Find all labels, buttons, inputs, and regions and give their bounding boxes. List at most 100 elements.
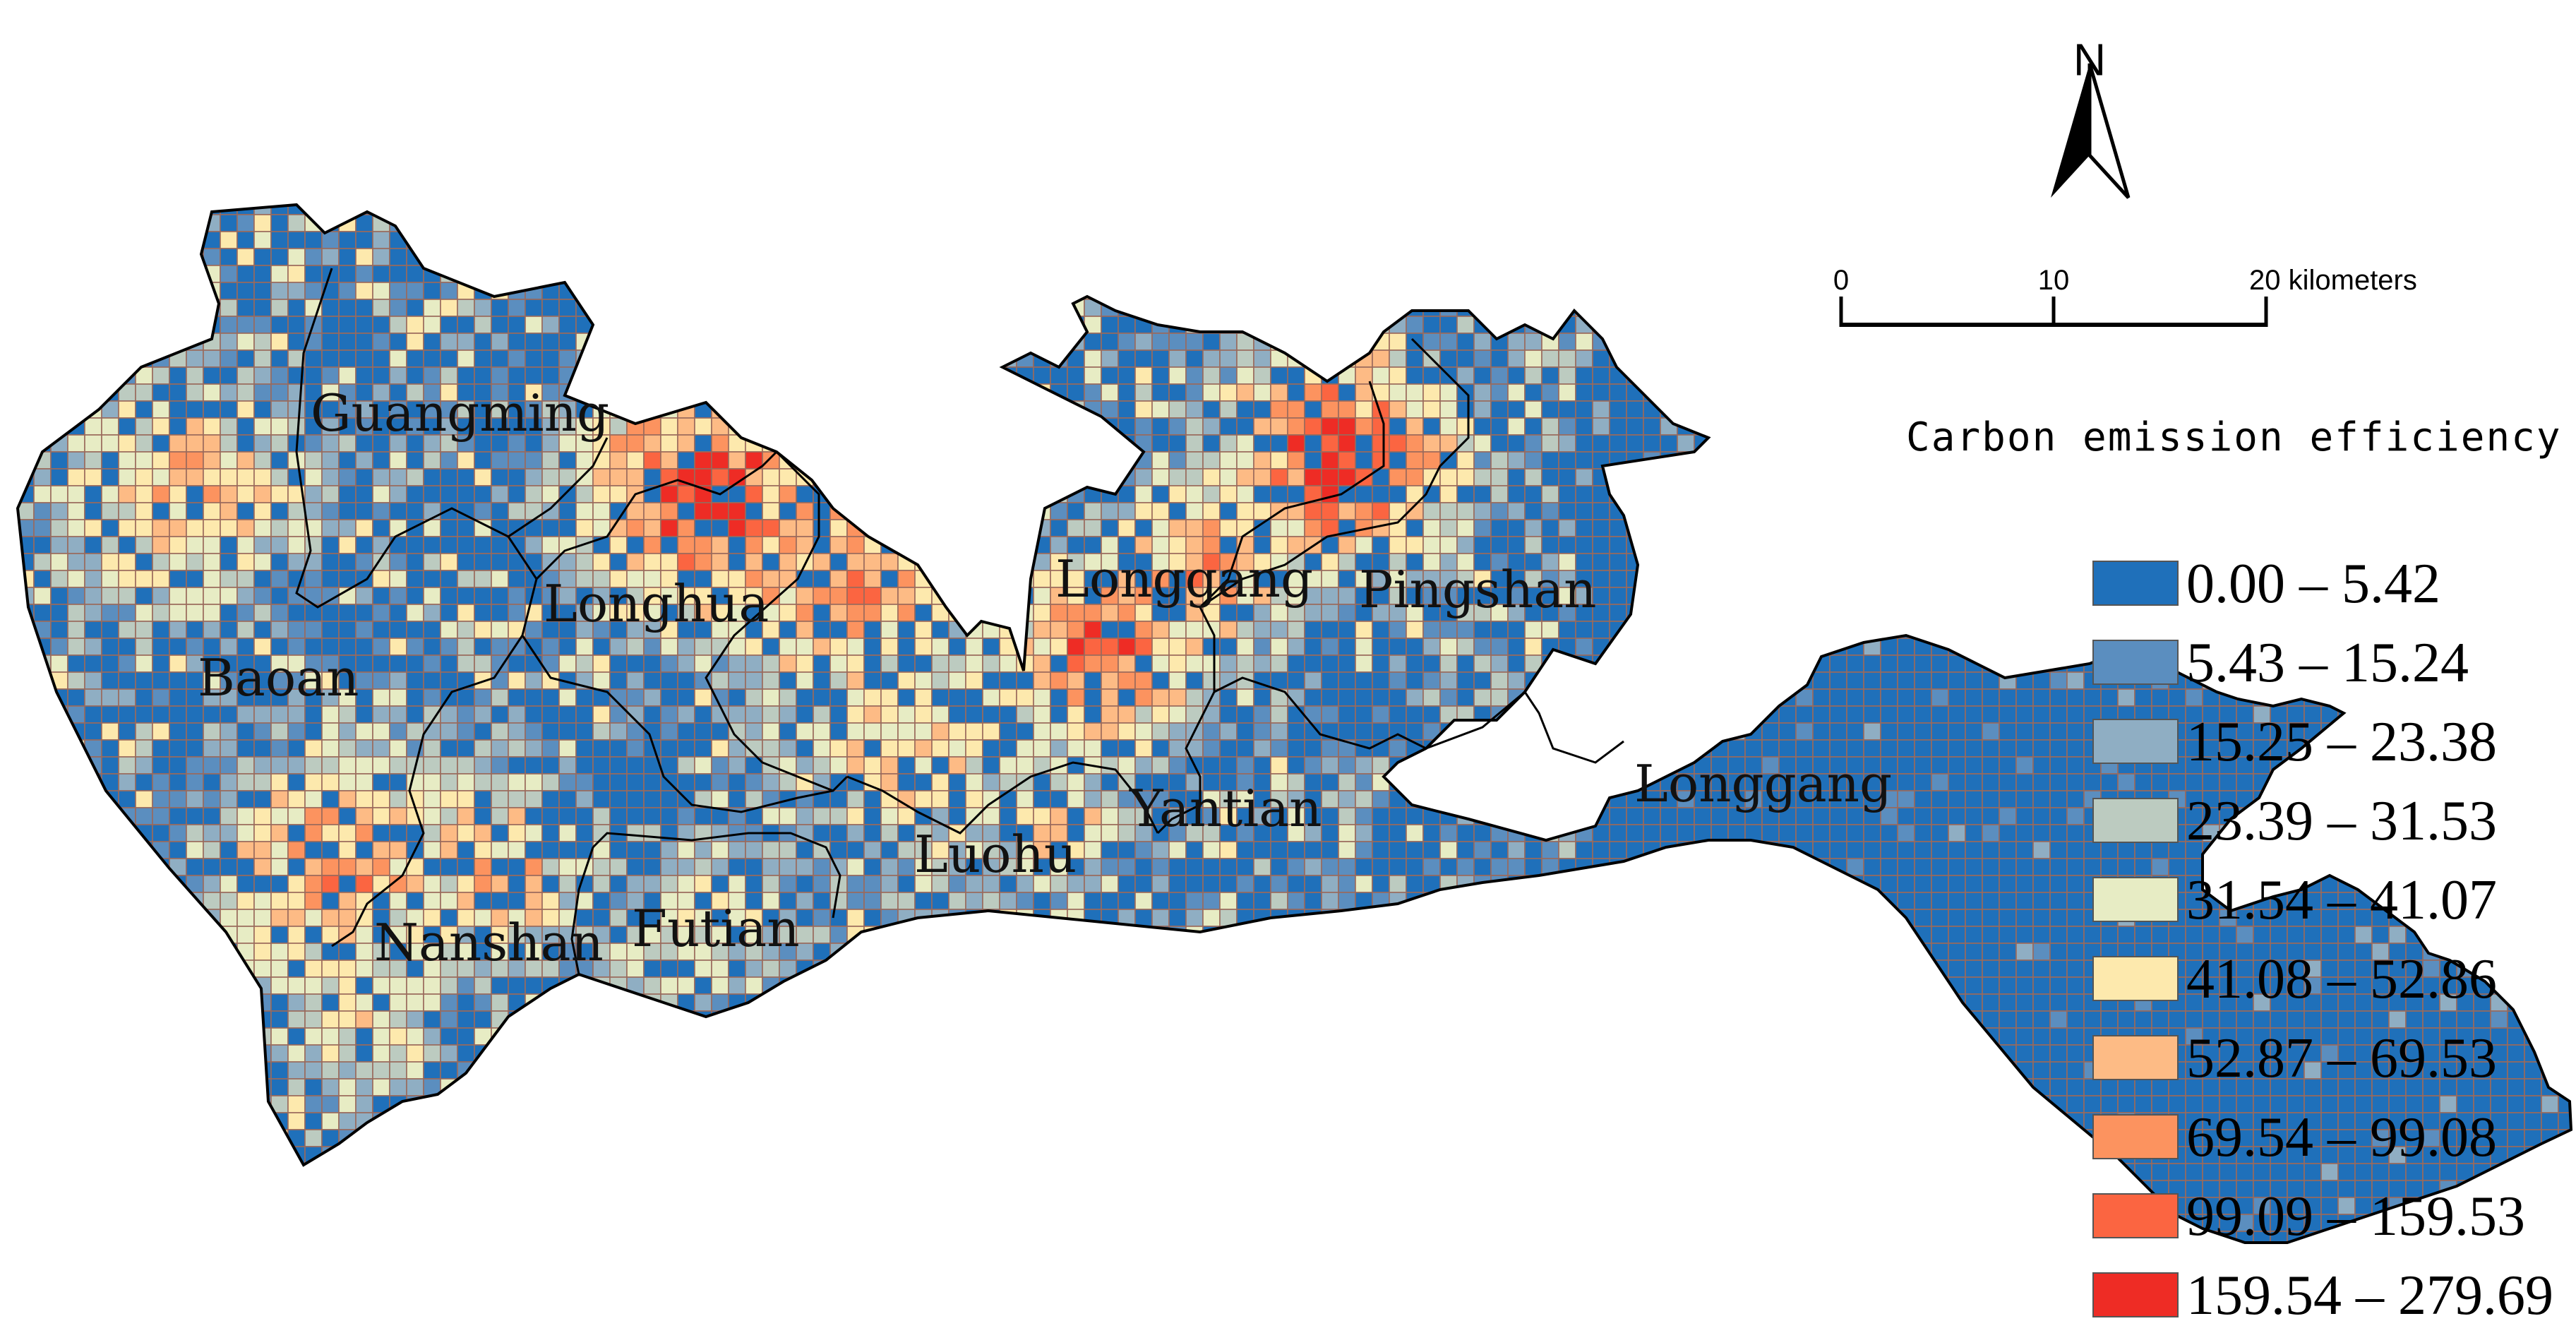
grid-cell bbox=[50, 451, 68, 470]
grid-cell bbox=[779, 468, 797, 486]
grid-cell bbox=[1524, 434, 1542, 453]
grid-cell bbox=[287, 282, 306, 300]
grid-cell bbox=[1490, 349, 1509, 368]
grid-cell bbox=[2066, 671, 2085, 690]
grid-cell bbox=[1948, 587, 1966, 605]
grid-cell bbox=[2049, 248, 2068, 266]
grid-cell bbox=[880, 282, 899, 300]
grid-cell bbox=[2524, 265, 2542, 283]
grid-cell bbox=[1490, 671, 1509, 690]
grid-cell bbox=[2015, 638, 2034, 656]
grid-cell bbox=[1863, 621, 1881, 639]
grid-cell bbox=[1287, 722, 1305, 741]
grid-cell bbox=[1033, 621, 1051, 639]
grid-cell bbox=[1626, 400, 1644, 419]
grid-cell bbox=[1507, 214, 1526, 232]
grid-cell bbox=[796, 383, 814, 402]
grid-cell bbox=[2151, 265, 2169, 283]
grid-cell bbox=[965, 519, 983, 537]
grid-cell bbox=[1202, 502, 1221, 520]
grid-cell bbox=[1660, 553, 1678, 571]
grid-cell bbox=[0, 689, 17, 706]
grid-cell bbox=[796, 366, 814, 385]
grid-cell bbox=[1185, 366, 1204, 385]
grid-cell bbox=[18, 333, 35, 351]
grid-cell bbox=[1253, 299, 1271, 317]
grid-cell bbox=[1727, 621, 1746, 639]
grid-cell bbox=[1202, 214, 1221, 232]
grid-cell bbox=[1202, 205, 1221, 215]
grid-cell bbox=[1575, 671, 1593, 690]
grid-cell bbox=[440, 638, 458, 656]
grid-cell bbox=[1084, 205, 1102, 215]
grid-cell bbox=[1643, 349, 1661, 368]
grid-cell bbox=[1355, 299, 1373, 317]
grid-cell bbox=[2236, 502, 2254, 520]
grid-cell bbox=[118, 400, 136, 419]
grid-cell bbox=[1456, 366, 1475, 385]
grid-cell bbox=[1151, 400, 1170, 419]
grid-cell bbox=[33, 366, 52, 385]
grid-cell bbox=[1575, 282, 1593, 300]
grid-cell bbox=[1897, 688, 1915, 707]
grid-cell bbox=[1592, 366, 1610, 385]
grid-cell bbox=[355, 417, 373, 436]
grid-cell bbox=[1168, 688, 1187, 707]
grid-cell bbox=[1338, 451, 1356, 470]
grid-cell bbox=[1914, 231, 1932, 249]
grid-cell bbox=[1931, 299, 1949, 317]
grid-cell bbox=[762, 299, 780, 317]
grid-cell bbox=[1660, 231, 1678, 249]
grid-cell bbox=[1575, 621, 1593, 639]
grid-cell bbox=[2490, 688, 2508, 707]
grid-cell bbox=[558, 502, 577, 520]
grid-cell bbox=[389, 265, 407, 283]
grid-cell bbox=[2558, 502, 2571, 520]
grid-cell bbox=[1727, 316, 1746, 334]
grid-cell bbox=[525, 231, 543, 249]
grid-cell bbox=[897, 231, 916, 249]
grid-cell bbox=[2541, 553, 2559, 571]
grid-cell bbox=[270, 417, 289, 436]
grid-cell bbox=[236, 587, 255, 605]
grid-cell bbox=[270, 519, 289, 537]
grid-cell bbox=[2134, 205, 2152, 215]
grid-cell bbox=[2066, 282, 2085, 300]
grid-cell bbox=[270, 705, 289, 724]
grid-cell bbox=[846, 688, 865, 707]
grid-cell bbox=[1185, 383, 1204, 402]
grid-cell bbox=[304, 536, 323, 554]
grid-cell bbox=[2049, 485, 2068, 503]
grid-cell bbox=[1067, 248, 1085, 266]
grid-cell bbox=[1490, 383, 1509, 402]
grid-cell bbox=[1643, 299, 1661, 317]
grid-cell bbox=[1355, 205, 1373, 215]
grid-cell bbox=[118, 434, 136, 453]
grid-cell bbox=[1592, 434, 1610, 453]
grid-cell bbox=[1778, 536, 1797, 554]
grid-cell bbox=[1778, 654, 1797, 673]
grid-cell bbox=[677, 502, 695, 520]
grid-cell bbox=[914, 485, 933, 503]
grid-cell bbox=[948, 671, 966, 690]
grid-cell bbox=[1744, 705, 1763, 724]
grid-cell bbox=[1880, 553, 1898, 571]
grid-cell bbox=[474, 485, 492, 503]
grid-cell bbox=[135, 214, 153, 232]
grid-cell bbox=[220, 248, 238, 266]
grid-cell bbox=[1168, 654, 1187, 673]
grid-cell bbox=[2524, 638, 2542, 656]
grid-cell bbox=[1711, 587, 1729, 605]
grid-cell bbox=[1033, 248, 1051, 266]
grid-cell bbox=[1524, 485, 1542, 503]
grid-cell bbox=[1812, 621, 1831, 639]
grid-cell bbox=[1016, 231, 1034, 249]
grid-cell bbox=[1185, 671, 1204, 690]
grid-cell bbox=[152, 248, 170, 266]
grid-cell bbox=[592, 705, 611, 724]
grid-cell bbox=[1846, 214, 1864, 232]
grid-cell bbox=[525, 705, 543, 724]
grid-cell bbox=[1338, 587, 1356, 605]
grid-cell bbox=[1761, 434, 1780, 453]
grid-cell bbox=[829, 282, 848, 300]
